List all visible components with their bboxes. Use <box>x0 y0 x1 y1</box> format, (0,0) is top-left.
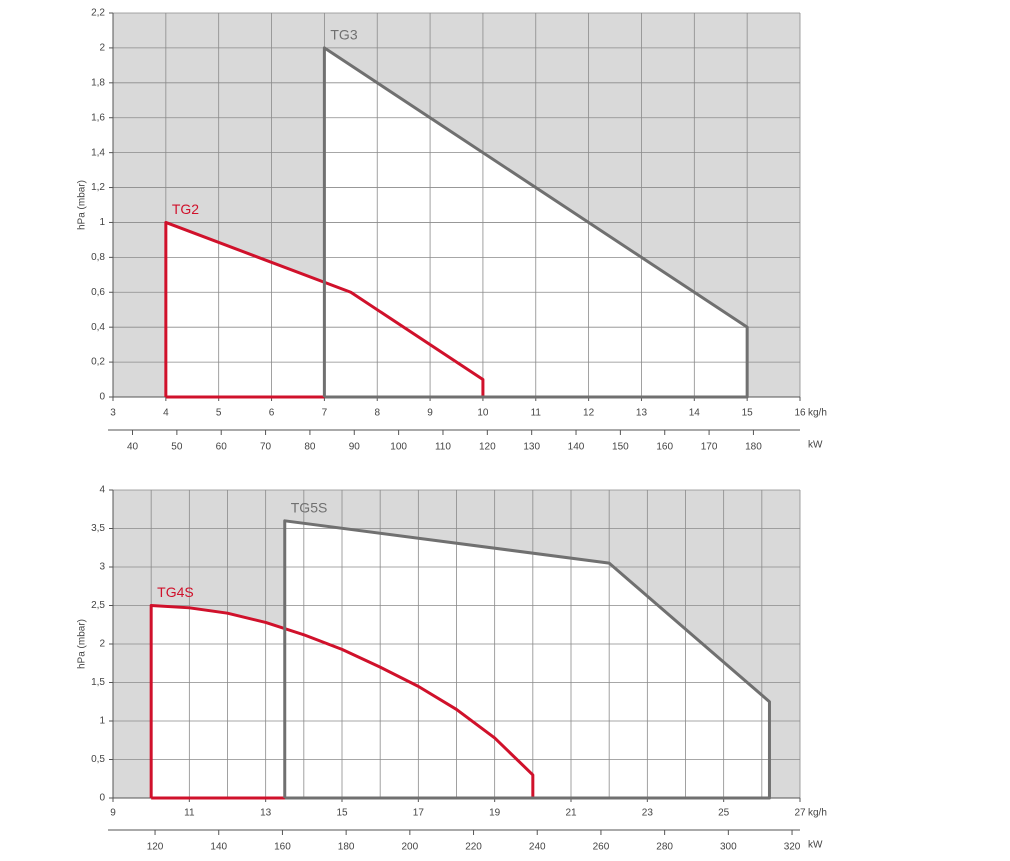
x2-tick-label: 120 <box>147 842 164 853</box>
x-tick-label: 16 <box>794 408 806 419</box>
x2-tick-label: 240 <box>529 842 546 853</box>
y-tick-label: 0,8 <box>91 252 105 263</box>
x-tick-label: 13 <box>260 808 272 819</box>
x-unit: kg/h <box>808 408 827 419</box>
y-tick-label: 1,4 <box>91 147 105 158</box>
y-tick-label: 2,5 <box>91 600 105 611</box>
y-tick-label: 1,8 <box>91 77 105 88</box>
x2-tick-label: 160 <box>656 442 673 453</box>
x2-tick-label: 160 <box>274 842 291 853</box>
y-tick-label: 1 <box>99 716 105 727</box>
x2-tick-label: 90 <box>349 442 361 453</box>
x2-tick-label: 320 <box>784 842 801 853</box>
x-tick-label: 8 <box>374 408 380 419</box>
y-tick-label: 0,5 <box>91 754 105 765</box>
x2-tick-label: 200 <box>401 842 418 853</box>
y-tick-label: 2 <box>99 639 105 650</box>
y-tick-label: 1 <box>99 217 105 228</box>
series-line <box>149 604 535 800</box>
x2-tick-label: 300 <box>720 842 737 853</box>
x-tick-label: 13 <box>636 408 648 419</box>
series-label: TG5S <box>291 500 328 516</box>
y-tick-label: 3,5 <box>91 523 105 534</box>
x2-tick-label: 280 <box>656 842 673 853</box>
series-line <box>322 46 749 399</box>
x-tick-label: 23 <box>642 808 654 819</box>
y-tick-label: 2,2 <box>91 8 105 19</box>
x2-tick-label: 80 <box>304 442 316 453</box>
x-tick-label: 15 <box>336 808 348 819</box>
y-tick-label: 3 <box>99 562 105 573</box>
x2-tick-label: 140 <box>568 442 585 453</box>
x2-tick-label: 100 <box>390 442 407 453</box>
x2-tick-label: 50 <box>171 442 183 453</box>
x-tick-label: 10 <box>477 408 489 419</box>
x-tick-label: 25 <box>718 808 730 819</box>
x2-tick-label: 220 <box>465 842 482 853</box>
x-tick-label: 17 <box>413 808 425 819</box>
y-tick-label: 1,5 <box>91 677 105 688</box>
y-tick-label: 0,2 <box>91 357 105 368</box>
x2-tick-label: 70 <box>260 442 272 453</box>
working-field <box>284 520 770 798</box>
x2-tick-label: 60 <box>216 442 228 453</box>
x2-tick-label: 120 <box>479 442 496 453</box>
x-tick-label: 3 <box>110 408 116 419</box>
series-line <box>283 519 771 800</box>
x2-tick-label: 150 <box>612 442 629 453</box>
x-tick-label: 11 <box>531 408 542 419</box>
x-tick-label: 5 <box>216 408 222 419</box>
y-tick-label: 2 <box>99 43 105 54</box>
y-tick-label: 0 <box>99 793 105 804</box>
y-tick-label: 0,4 <box>91 322 105 333</box>
x-tick-label: 7 <box>322 408 328 419</box>
x2-tick-label: 110 <box>435 442 451 453</box>
x2-tick-label: 40 <box>127 442 139 453</box>
x-unit: kg/h <box>808 808 827 819</box>
y-tick-label: 1,6 <box>91 112 105 123</box>
x-tick-label: 14 <box>689 408 701 419</box>
x2-tick-label: 260 <box>593 842 610 853</box>
series-label: TG2 <box>172 201 199 217</box>
series-label: TG3 <box>330 27 357 43</box>
x-tick-label: 27 <box>794 808 806 819</box>
x-tick-label: 6 <box>269 408 275 419</box>
x-tick-label: 21 <box>565 808 577 819</box>
y-axis-label: hPa (mbar) <box>77 619 88 669</box>
x-tick-label: 12 <box>583 408 595 419</box>
y-axis-label: hPa (mbar) <box>77 180 88 230</box>
x-tick-label: 11 <box>184 808 195 819</box>
x2-unit: kW <box>808 440 823 451</box>
x2-tick-label: 140 <box>210 842 227 853</box>
x2-tick-label: 130 <box>523 442 540 453</box>
x-tick-label: 19 <box>489 808 501 819</box>
y-tick-label: 0 <box>99 392 105 403</box>
x2-tick-label: 180 <box>338 842 355 853</box>
y-tick-label: 0,6 <box>91 287 105 298</box>
y-tick-label: 4 <box>99 485 105 496</box>
x-tick-label: 9 <box>427 408 433 419</box>
x-tick-label: 9 <box>110 808 116 819</box>
x2-unit: kW <box>808 840 823 851</box>
x-tick-label: 4 <box>163 408 169 419</box>
series-label: TG4S <box>157 584 194 600</box>
y-tick-label: 1,2 <box>91 182 105 193</box>
x2-tick-label: 170 <box>701 442 718 453</box>
x2-tick-label: 180 <box>745 442 762 453</box>
x-tick-label: 15 <box>742 408 754 419</box>
